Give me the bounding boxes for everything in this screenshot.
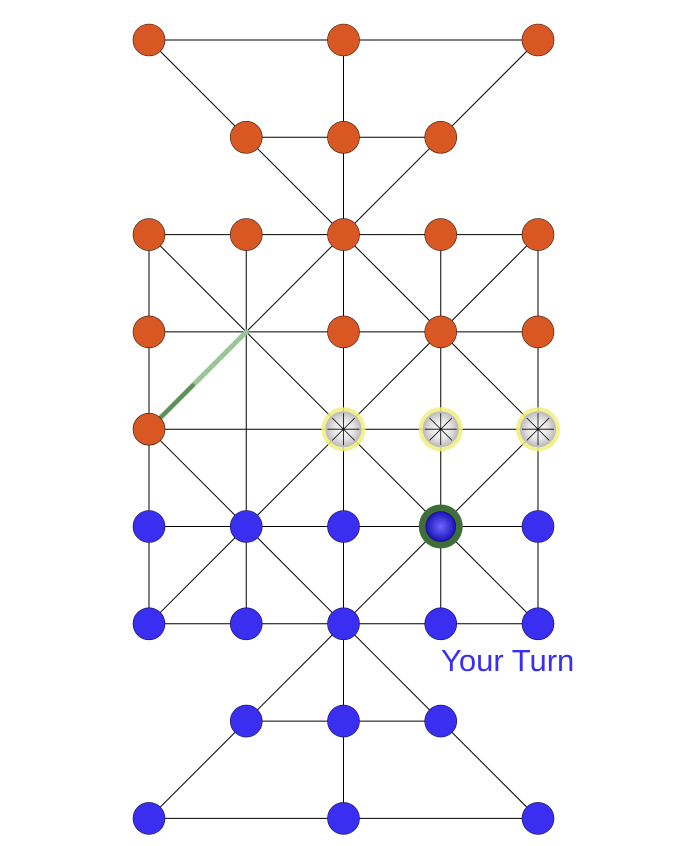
- orange-piece[interactable]: [132, 218, 166, 251]
- blue-piece[interactable]: [229, 607, 263, 641]
- orange-piece[interactable]: [229, 121, 263, 154]
- board-line: [440, 39, 539, 138]
- selected-blue-piece[interactable]: [418, 504, 463, 549]
- board-line: [148, 39, 247, 138]
- move-target-hint[interactable]: [321, 407, 366, 452]
- blue-piece[interactable]: [229, 510, 263, 543]
- orange-piece[interactable]: [327, 218, 360, 251]
- orange-piece[interactable]: [424, 121, 458, 154]
- blue-piece[interactable]: [327, 704, 360, 738]
- blue-piece[interactable]: [327, 607, 360, 641]
- orange-piece[interactable]: [327, 315, 360, 349]
- board-line: [148, 720, 247, 819]
- board-line: [343, 331, 442, 430]
- orange-piece[interactable]: [424, 218, 458, 251]
- turn-indicator: Your Turn: [441, 643, 575, 678]
- blue-piece[interactable]: [424, 704, 458, 738]
- blue-piece[interactable]: [132, 510, 166, 543]
- board-line: [343, 234, 442, 333]
- board-line: [440, 526, 539, 625]
- orange-piece[interactable]: [132, 23, 166, 57]
- orange-piece[interactable]: [327, 121, 360, 154]
- board-line: [343, 136, 442, 235]
- blue-piece[interactable]: [132, 607, 166, 641]
- board-line: [245, 526, 344, 625]
- board-line: [440, 720, 539, 819]
- blue-piece[interactable]: [521, 607, 555, 641]
- orange-piece[interactable]: [521, 218, 555, 251]
- orange-piece[interactable]: [521, 23, 555, 57]
- board-line: [245, 136, 344, 235]
- board-line: [148, 526, 247, 625]
- move-target-hint[interactable]: [516, 407, 560, 452]
- board-line: [245, 428, 344, 527]
- blue-piece[interactable]: [132, 802, 166, 835]
- last-move-trail: [146, 329, 249, 432]
- orange-piece[interactable]: [132, 315, 166, 349]
- board-line: [245, 623, 344, 722]
- board-line: [148, 428, 247, 527]
- board-line: [148, 234, 247, 333]
- orange-piece[interactable]: [229, 218, 263, 251]
- board-line: [440, 331, 539, 430]
- orange-piece[interactable]: [132, 412, 166, 446]
- board-line: [343, 526, 442, 625]
- empty-point[interactable]: [230, 316, 262, 348]
- board-line: [343, 623, 442, 722]
- board-line: [245, 331, 344, 430]
- orange-piece[interactable]: [521, 315, 555, 349]
- board-line: [440, 428, 539, 527]
- board-points: [132, 23, 560, 835]
- board-line: [245, 234, 344, 333]
- blue-piece[interactable]: [327, 510, 360, 543]
- blue-piece[interactable]: [521, 510, 555, 543]
- empty-point[interactable]: [230, 413, 262, 445]
- blue-piece[interactable]: [521, 802, 555, 835]
- orange-piece[interactable]: [327, 23, 360, 57]
- blue-piece[interactable]: [327, 802, 360, 835]
- orange-piece[interactable]: [424, 315, 458, 349]
- move-target-hint[interactable]: [418, 407, 463, 452]
- board-line: [343, 428, 442, 527]
- blue-piece[interactable]: [424, 607, 458, 641]
- board-line: [440, 234, 539, 333]
- blue-piece[interactable]: [229, 704, 263, 738]
